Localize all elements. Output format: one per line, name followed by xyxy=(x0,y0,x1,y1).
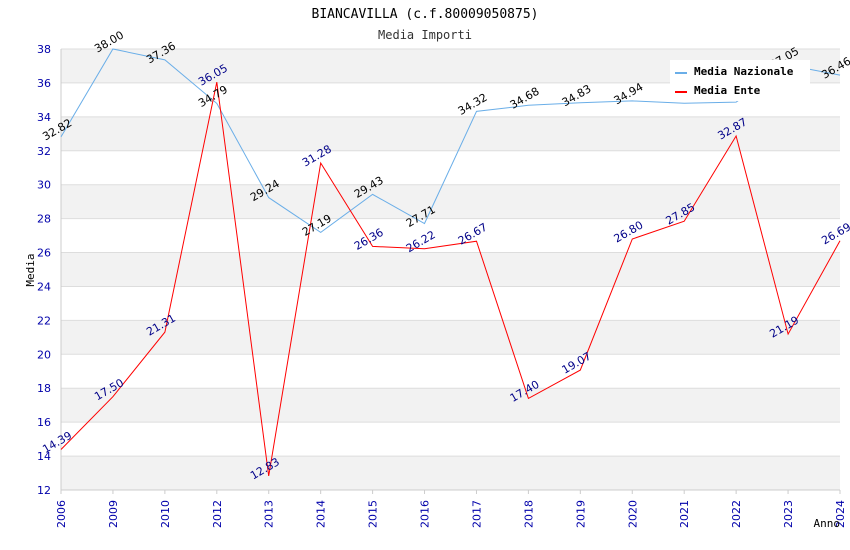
x-tick-label: 2014 xyxy=(315,500,328,528)
series-line-media-ente xyxy=(60,81,841,476)
y-tick-label: 12 xyxy=(37,484,51,497)
y-tick-label: 18 xyxy=(37,382,51,395)
x-tick-label: 2015 xyxy=(367,500,380,528)
band xyxy=(61,252,840,287)
x-tick-label: 2012 xyxy=(211,500,224,528)
data-label-ente: 26.67 xyxy=(456,221,490,248)
y-tick-labels: 12 14 16 18 20 22 24 26 28 30 32 34 36 38 xyxy=(37,43,51,497)
band xyxy=(61,320,840,355)
y-tick-label: 22 xyxy=(37,314,51,327)
y-tick-label: 28 xyxy=(37,213,51,226)
x-tick-label: 2018 xyxy=(522,500,535,528)
y-tick-label: 36 xyxy=(37,77,51,90)
data-label-nazionale: 34.94 xyxy=(612,80,646,107)
data-label-ente: 26.80 xyxy=(612,218,646,245)
band xyxy=(61,116,840,151)
x-axis-label: Anno xyxy=(814,517,841,530)
y-tick-label: 26 xyxy=(37,247,51,260)
series-line-media-nazionale xyxy=(60,48,841,234)
data-label-ente: 26.36 xyxy=(352,226,386,253)
x-tick-label: 2024 xyxy=(834,500,847,528)
x-tick-label: 2009 xyxy=(107,500,120,528)
chart-subtitle: Media Importi xyxy=(378,28,472,42)
data-label-nazionale: 34.32 xyxy=(456,91,490,118)
data-label-nazionale: 34.83 xyxy=(560,82,594,109)
y-tick-label: 32 xyxy=(37,145,51,158)
legend-label-media-ente: Media Ente xyxy=(694,84,761,97)
y-tick-label: 38 xyxy=(37,43,51,56)
x-tick-label: 2016 xyxy=(419,500,432,528)
y-tick-label: 16 xyxy=(37,416,51,429)
x-tick-label: 2019 xyxy=(574,500,587,528)
band xyxy=(61,388,840,423)
data-label-ente: 26.69 xyxy=(819,220,850,247)
x-tick-label: 2022 xyxy=(730,500,743,528)
x-tick-label: 2006 xyxy=(55,500,68,528)
x-tick-labels: 2006 2009 2010 2012 2013 2014 2015 2016 2017 2018… xyxy=(55,490,847,528)
x-tick-label: 2010 xyxy=(159,500,172,528)
legend-label-media-nazionale: Media Nazionale xyxy=(694,65,794,78)
x-tick-label: 2017 xyxy=(470,500,483,528)
chart-title: BIANCAVILLA (c.f.80009050875) xyxy=(312,7,539,22)
x-tick-label: 2013 xyxy=(263,500,276,528)
y-axis-label: Media xyxy=(24,253,37,286)
data-label-nazionale: 34.68 xyxy=(508,85,542,112)
x-tick-label: 2021 xyxy=(678,500,691,528)
y-tick-label: 14 xyxy=(37,450,51,463)
band xyxy=(61,456,840,490)
x-tick-label: 2020 xyxy=(626,500,639,528)
background-bands xyxy=(61,49,840,490)
data-label-ente: 14.39 xyxy=(40,429,74,456)
legend-box xyxy=(670,60,810,101)
data-label-ente: 26.22 xyxy=(404,228,438,255)
series-lines xyxy=(60,48,841,476)
x-tick-label: 2023 xyxy=(782,500,795,528)
y-tick-label: 20 xyxy=(37,348,51,361)
band xyxy=(61,184,840,219)
y-tick-label: 24 xyxy=(37,280,51,293)
y-tick-label: 30 xyxy=(37,179,51,192)
axes xyxy=(60,49,840,491)
legend: Media Nazionale Media Ente xyxy=(670,60,810,101)
y-tick-label: 34 xyxy=(37,111,51,124)
